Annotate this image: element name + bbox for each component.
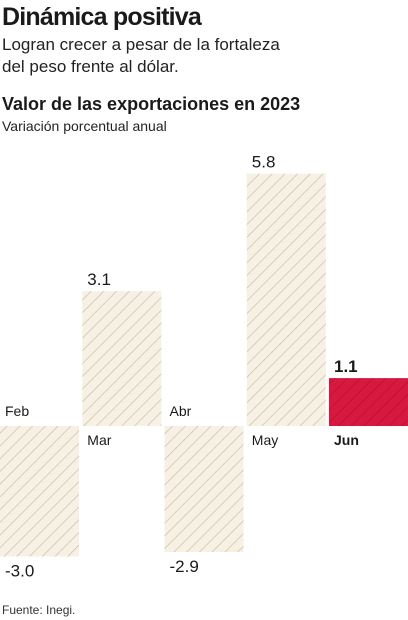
subheadline: Logran crecer a pesar de la fortaleza de… xyxy=(2,35,280,76)
value-label-may: 5.8 xyxy=(252,153,276,172)
value-label-jun: 1.1 xyxy=(334,357,358,376)
category-label-jun: Jun xyxy=(334,432,359,448)
value-label-abr: -2.9 xyxy=(170,557,199,576)
source-note: Fuente: Inegi. xyxy=(2,603,76,617)
bar-jun xyxy=(329,378,408,426)
category-label-mar: Mar xyxy=(87,432,111,448)
category-label-feb: Feb xyxy=(5,403,29,419)
bar-feb xyxy=(0,426,79,557)
bar-mar xyxy=(82,291,162,426)
headline: Dinámica positiva xyxy=(2,3,202,31)
category-label-may: May xyxy=(252,432,278,448)
value-label-mar: 3.1 xyxy=(87,270,111,289)
chart-subtitle: Variación porcentual anual xyxy=(2,118,167,134)
value-label-feb: -3.0 xyxy=(5,562,34,581)
category-label-abr: Abr xyxy=(170,403,192,419)
bar-abr xyxy=(164,426,244,553)
chart-title: Valor de las exportaciones en 2023 xyxy=(2,94,301,114)
bar-may xyxy=(246,173,326,426)
